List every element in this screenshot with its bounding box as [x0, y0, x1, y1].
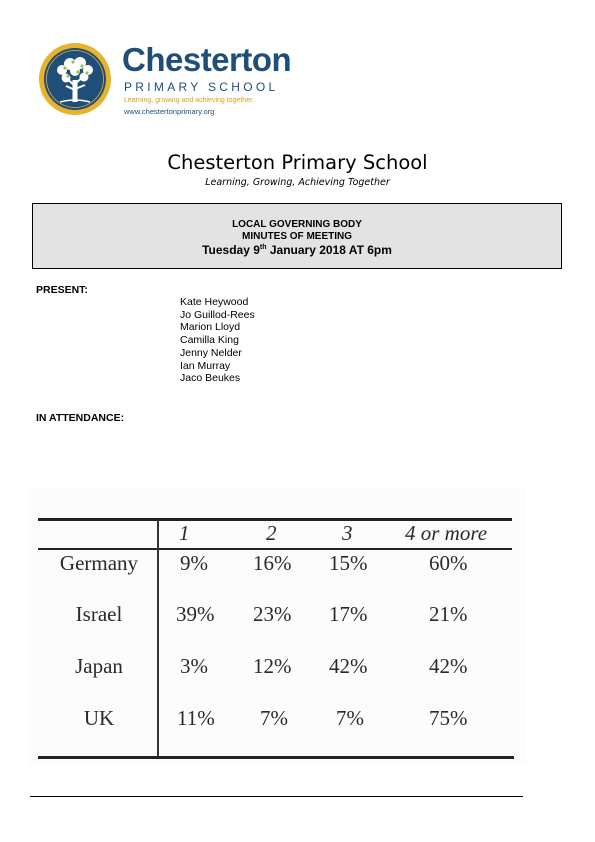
document-title: Chesterton Primary School	[0, 150, 595, 176]
table-cell: 17%	[329, 601, 368, 627]
table-cell: 75%	[429, 705, 468, 731]
percentage-table: 1 2 3 4 or more Germany 9% 16% 15% 60% I…	[28, 488, 526, 764]
table-cell: 23%	[253, 601, 292, 627]
logo-subtitle: PRIMARY SCHOOL	[124, 80, 278, 94]
meeting-date-suffix: th	[260, 244, 267, 251]
in-attendance-label: IN ATTENDANCE:	[36, 412, 124, 425]
present-list: Kate Heywood Jo Guillod-Rees Marion Lloy…	[180, 296, 255, 385]
column-header: 2	[266, 520, 277, 546]
table-cell: 7%	[260, 705, 288, 731]
bottom-rule	[30, 796, 523, 797]
meeting-date-rest: January 2018 AT 6pm	[267, 243, 392, 257]
column-header: 4 or more	[405, 520, 487, 546]
table-cell: 11%	[177, 705, 215, 731]
meeting-date: Tuesday 9th January 2018 AT 6pm	[33, 243, 561, 258]
present-name: Kate Heywood	[180, 296, 255, 309]
table-cell: 60%	[429, 550, 468, 576]
table-cell: 16%	[253, 550, 292, 576]
table-cell: 7%	[336, 705, 364, 731]
table-cell: 3%	[180, 653, 208, 679]
table-cell: 42%	[429, 653, 468, 679]
table-cell: 42%	[329, 653, 368, 679]
row-label: Germany	[40, 550, 158, 576]
present-name: Camilla King	[180, 334, 255, 347]
present-name: Marion Lloyd	[180, 321, 255, 334]
meeting-date-day: Tuesday 9	[202, 243, 260, 257]
logo-tagline: Learning, growing and achieving together…	[124, 96, 254, 105]
row-label: Japan	[40, 653, 158, 679]
present-name: Jo Guillod-Rees	[180, 309, 255, 322]
table-bottom-rule	[38, 756, 514, 759]
tree-emblem-icon	[38, 42, 112, 116]
present-name: Ian Murray	[180, 360, 255, 373]
present-label: PRESENT:	[36, 284, 88, 297]
table-cell: 12%	[253, 653, 292, 679]
table-cell: 39%	[176, 601, 215, 627]
logo-school-name: Chesterton	[122, 42, 291, 78]
column-header: 1	[179, 520, 190, 546]
table-cell: 15%	[329, 550, 368, 576]
table-cell: 21%	[429, 601, 468, 627]
present-name: Jaco Beukes	[180, 372, 255, 385]
present-name: Jenny Nelder	[180, 347, 255, 360]
column-header: 3	[342, 520, 353, 546]
minutes-heading: MINUTES OF MEETING	[33, 231, 561, 243]
row-label: Israel	[40, 601, 158, 627]
logo-website: www.chestertonprimary.org	[124, 107, 214, 116]
table-cell: 9%	[180, 550, 208, 576]
row-label: UK	[40, 705, 158, 731]
meeting-header-box: LOCAL GOVERNING BODY MINUTES OF MEETING …	[32, 203, 562, 269]
school-motto: Learning, Growing, Achieving Together	[0, 177, 595, 189]
governing-body-heading: LOCAL GOVERNING BODY	[33, 219, 561, 231]
school-logo: Chesterton PRIMARY SCHOOL Learning, grow…	[38, 40, 288, 120]
